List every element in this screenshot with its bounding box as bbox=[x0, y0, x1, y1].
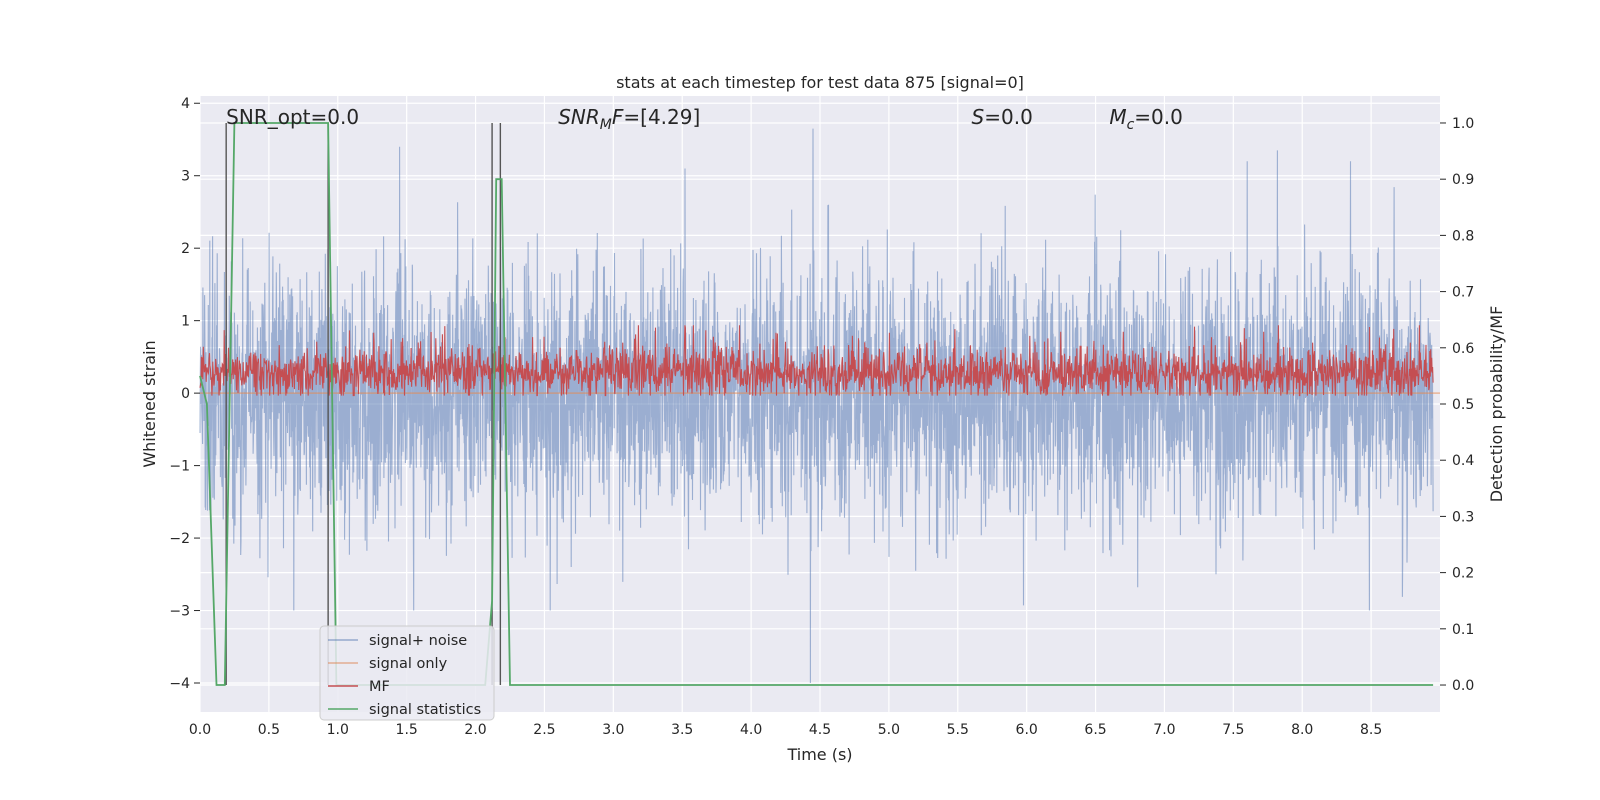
series-signal-noise bbox=[199, 128, 1434, 684]
x-tick-label: 8.5 bbox=[1360, 722, 1382, 738]
x-tick-label: 6.5 bbox=[1084, 722, 1106, 738]
annotation-snr-mf: SNRMF=[4.29] bbox=[558, 105, 700, 133]
y-axis-right-label: Detection probability/MF bbox=[1487, 306, 1506, 503]
x-tick-label: 5.0 bbox=[878, 722, 900, 738]
x-tick-label: 6.0 bbox=[1016, 722, 1038, 738]
y-tick-label: 3 bbox=[181, 169, 190, 185]
y-right-tick-label: 0.2 bbox=[1452, 566, 1474, 582]
series-mf bbox=[199, 325, 1434, 397]
series-signal-statistics bbox=[199, 122, 1434, 686]
annotation-mc: Mc=0.0 bbox=[1109, 105, 1183, 133]
annotations: SNR_opt=0.0 SNRMF=[4.29] S=0.0 Mc=0.0 bbox=[226, 105, 1183, 133]
legend-label-mf: MF bbox=[369, 679, 390, 695]
y-axis-label: Whitened strain bbox=[140, 340, 159, 467]
line-mf bbox=[199, 325, 1434, 397]
legend-box bbox=[319, 625, 495, 721]
x-tick-label: 2.5 bbox=[533, 722, 555, 738]
y-right-tick-label: 0.7 bbox=[1452, 285, 1474, 301]
legend-label-signal-statistics: signal statistics bbox=[369, 702, 481, 718]
line-signal-noise bbox=[199, 128, 1434, 684]
y-right-tick-label: 0.9 bbox=[1452, 172, 1474, 188]
y-tick-label: 2 bbox=[181, 241, 190, 257]
y-right-tick-label: 0.3 bbox=[1452, 509, 1474, 525]
x-tick-label: 8.0 bbox=[1291, 722, 1313, 738]
annotation-snr-opt: SNR_opt=0.0 bbox=[226, 105, 359, 129]
y-tick-label: 0 bbox=[181, 386, 190, 402]
x-tick-label: 5.5 bbox=[947, 722, 969, 738]
x-tick-label: 1.0 bbox=[327, 722, 349, 738]
x-tick-label: 0.5 bbox=[258, 722, 280, 738]
y-right-tick-label: 1.0 bbox=[1452, 116, 1474, 132]
x-tick-label: 3.0 bbox=[602, 722, 624, 738]
y-tick-label: −3 bbox=[169, 604, 190, 620]
y-tick-label: 4 bbox=[181, 96, 190, 112]
y-tick-label: 1 bbox=[181, 314, 190, 330]
y-right-tick-label: 0.5 bbox=[1452, 397, 1474, 413]
line-signal-statistics bbox=[199, 122, 1434, 686]
y-tick-label: −2 bbox=[169, 531, 190, 547]
y-tick-label: −4 bbox=[169, 676, 190, 692]
x-tick-label: 1.5 bbox=[396, 722, 418, 738]
x-tick-label: 3.5 bbox=[671, 722, 693, 738]
y-right-tick-label: 0.4 bbox=[1452, 453, 1474, 469]
y-tick-label: −1 bbox=[169, 459, 190, 475]
annotation-s: S=0.0 bbox=[972, 105, 1033, 129]
chart-title: stats at each timestep for test data 875… bbox=[616, 73, 1024, 92]
x-tick-label: 4.5 bbox=[809, 722, 831, 738]
x-axis-label: Time (s) bbox=[786, 745, 852, 764]
x-tick-label: 7.0 bbox=[1153, 722, 1175, 738]
y-right-tick-label: 0.0 bbox=[1452, 678, 1474, 694]
x-tick-label: 4.0 bbox=[740, 722, 762, 738]
legend-label-signal-noise: signal+ noise bbox=[369, 633, 467, 649]
axis-ticks: 0.0 0.5 1.0 1.5 2.0 2.5 3.0 3.5 4.0 4.5 5.0 5.5 6.0 6… bbox=[169, 96, 1474, 738]
legend: signal+ noise signal only MF signal stat… bbox=[319, 625, 495, 721]
legend-label-signal-only: signal only bbox=[369, 656, 448, 672]
x-tick-label: 2.0 bbox=[464, 722, 486, 738]
x-tick-label: 0.0 bbox=[189, 722, 211, 738]
y-right-tick-label: 0.1 bbox=[1452, 622, 1474, 638]
x-tick-label: 7.5 bbox=[1222, 722, 1244, 738]
y-right-tick-label: 0.8 bbox=[1452, 228, 1474, 244]
y-right-tick-label: 0.6 bbox=[1452, 341, 1474, 357]
